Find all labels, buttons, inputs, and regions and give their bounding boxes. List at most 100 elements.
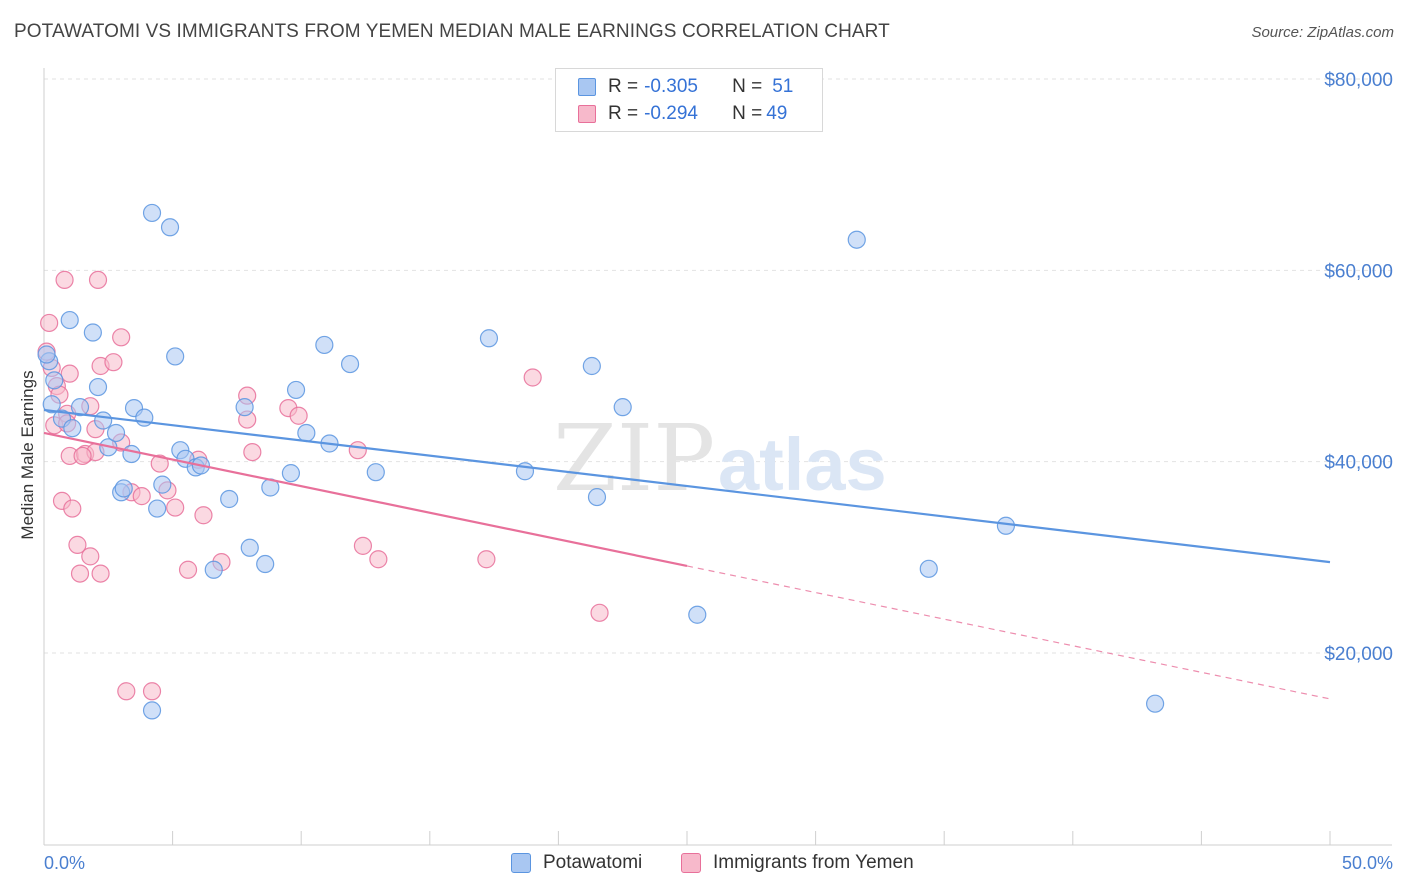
point-potawatomi	[919, 559, 938, 578]
point-yemen	[81, 547, 100, 566]
point-yemen	[88, 270, 108, 289]
point-potawatomi	[340, 354, 360, 374]
point-yemen	[91, 564, 110, 583]
point-yemen	[73, 446, 92, 466]
point-potawatomi	[204, 560, 223, 579]
point-potawatomi	[83, 323, 102, 342]
y-tick-label: $80,000	[1324, 70, 1393, 91]
point-yemen	[142, 682, 162, 701]
point-yemen	[243, 443, 262, 462]
y-tick-label: $40,000	[1324, 453, 1393, 474]
y-tick-label: $20,000	[1324, 644, 1393, 665]
point-potawatomi	[281, 464, 301, 483]
point-yemen	[132, 487, 151, 506]
point-yemen	[194, 506, 213, 525]
x-tick-label-max: 50.0%	[1342, 853, 1393, 873]
point-yemen	[63, 499, 82, 518]
y-tick-label: $60,000	[1324, 261, 1393, 282]
x-tick-labels: 0.0% 50.0%	[44, 853, 1393, 873]
point-potawatomi	[479, 329, 499, 348]
legend-row-potawatomi: R = -0.305 N = 51	[578, 74, 793, 100]
y-tick-labels: $20,000 $40,000 $60,000 $80,000	[1324, 70, 1393, 665]
point-potawatomi	[142, 701, 162, 720]
point-potawatomi	[94, 411, 113, 430]
trend-lines	[43, 408, 1331, 700]
legend-label-yemen: Immigrants from Yemen	[713, 852, 914, 873]
source-label: Source: ZipAtlas.com	[1251, 24, 1394, 41]
trend-yemen-solid	[43, 431, 688, 568]
x-tick-label-min: 0.0%	[44, 853, 85, 873]
legend-r-label: R =	[608, 103, 639, 124]
legend-n-value: 51	[772, 76, 794, 97]
point-yemen	[523, 368, 542, 387]
legend-label-potawatomi: Potawatomi	[543, 852, 643, 873]
chart-title: POTAWATOMI VS IMMIGRANTS FROM YEMEN MEDI…	[14, 21, 890, 42]
point-yemen	[104, 353, 123, 372]
trend-yemen-dashed	[686, 565, 1331, 700]
legend-item-potawatomi[interactable]: Potawatomi	[511, 852, 642, 874]
point-potawatomi	[63, 419, 82, 438]
point-yemen	[117, 682, 136, 701]
point-potawatomi	[366, 463, 385, 482]
point-potawatomi	[587, 487, 607, 507]
point-potawatomi	[688, 605, 707, 624]
point-potawatomi	[235, 398, 254, 417]
point-yemen	[477, 550, 496, 569]
point-yemen	[369, 550, 388, 569]
legend-r-label: R =	[608, 76, 639, 97]
point-potawatomi	[60, 310, 79, 330]
axes	[43, 68, 1392, 846]
point-potawatomi	[847, 230, 866, 249]
series-legend: Potawatomi Immigrants from Yemen	[0, 852, 1406, 878]
point-potawatomi	[45, 371, 64, 390]
legend-item-yemen[interactable]: Immigrants from Yemen	[681, 852, 914, 874]
point-yemen	[166, 498, 185, 517]
point-yemen	[40, 313, 59, 333]
point-potawatomi	[286, 380, 306, 400]
legend-swatch-potawatomi	[511, 853, 531, 873]
point-potawatomi	[106, 423, 126, 443]
point-potawatomi	[42, 395, 61, 414]
point-yemen	[348, 441, 367, 460]
point-yemen	[70, 564, 90, 583]
trend-potawatomi	[43, 408, 1331, 564]
point-potawatomi	[315, 335, 334, 355]
stats-legend: R = -0.305 N = 51 R = -0.294 N = 49	[555, 68, 823, 132]
watermark: ZIP atlas	[553, 405, 887, 512]
legend-n-label: N =	[732, 103, 763, 124]
point-potawatomi	[148, 499, 167, 518]
point-yemen	[55, 270, 74, 289]
point-potawatomi	[256, 554, 275, 574]
legend-swatch-potawatomi	[578, 78, 596, 96]
watermark-zip: ZIP	[553, 405, 715, 512]
point-potawatomi	[88, 377, 108, 397]
point-yemen	[150, 454, 169, 473]
legend-row-yemen: R = -0.294 N = 49	[578, 101, 787, 127]
point-yemen	[178, 560, 198, 579]
legend-n-value: 49	[766, 103, 788, 124]
point-yemen	[353, 536, 373, 555]
point-potawatomi	[582, 356, 601, 376]
point-potawatomi	[613, 398, 632, 417]
point-yemen	[60, 364, 79, 383]
point-potawatomi	[142, 203, 162, 223]
point-potawatomi	[153, 475, 172, 494]
legend-swatch-yemen	[578, 105, 596, 123]
point-yemen	[590, 603, 609, 622]
point-potawatomi	[166, 347, 185, 366]
point-yemen	[68, 535, 87, 554]
point-potawatomi	[297, 423, 316, 443]
grid	[44, 78, 1392, 654]
point-potawatomi	[70, 398, 90, 417]
point-potawatomi	[160, 218, 180, 237]
legend-n-label: N =	[732, 76, 763, 97]
point-yemen	[112, 328, 131, 347]
point-potawatomi	[1146, 694, 1165, 713]
legend-r-value: -0.294	[644, 103, 698, 124]
point-yemen	[289, 406, 308, 425]
point-potawatomi	[37, 345, 56, 364]
point-potawatomi	[220, 489, 239, 509]
legend-r-value: -0.305	[644, 76, 698, 97]
point-potawatomi	[122, 444, 141, 464]
